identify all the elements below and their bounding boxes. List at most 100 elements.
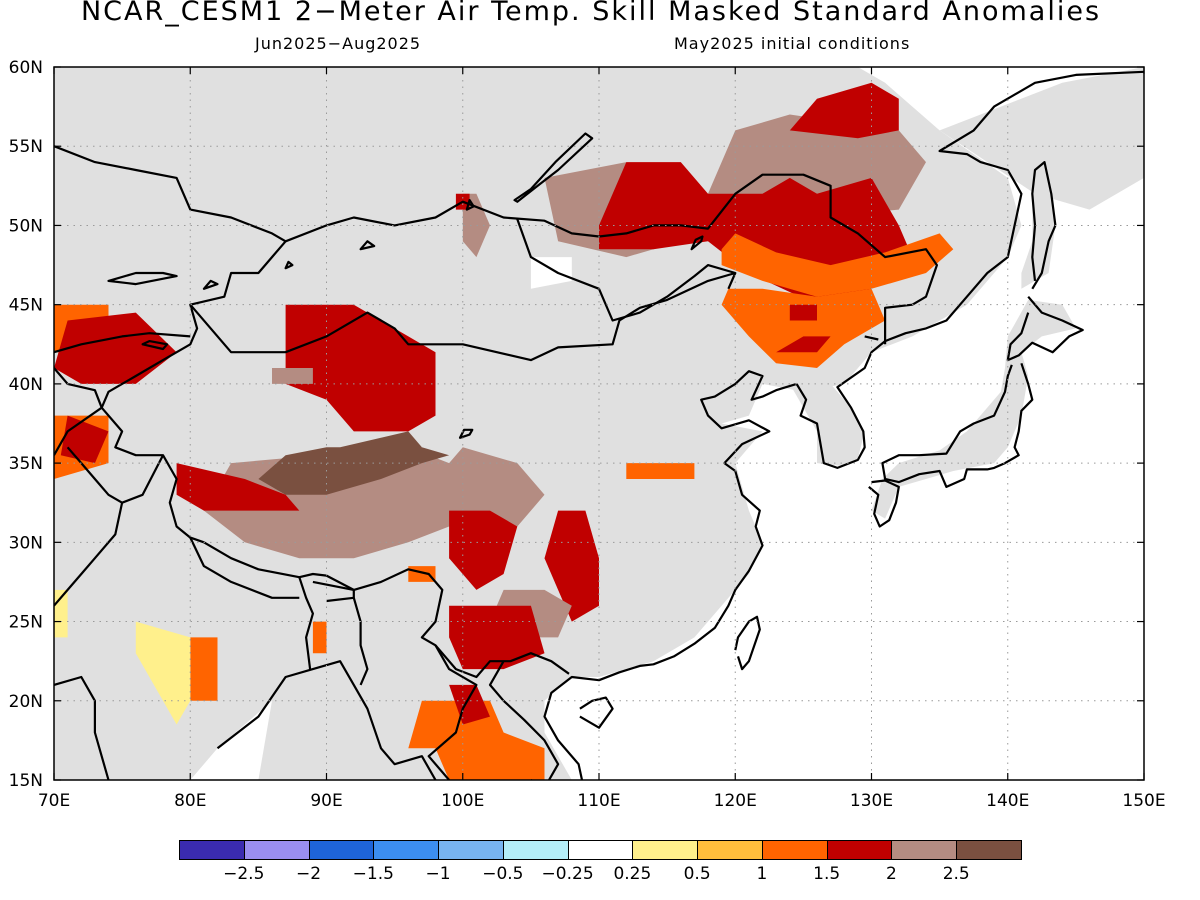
anomaly-fields: [54, 82, 954, 780]
x-tick-label: 90E: [310, 791, 342, 811]
y-tick-label: 15N: [9, 771, 43, 791]
anomaly-patch-14: [340, 431, 422, 456]
coastline-7: [881, 362, 1034, 488]
lake-4: [141, 340, 169, 351]
anomaly-patch-31: [408, 566, 436, 582]
coastline-8: [868, 479, 900, 528]
colorbar: [179, 840, 1022, 862]
lake-5: [107, 271, 178, 286]
anomaly-patch-21: [449, 684, 490, 725]
coastline-22: [54, 502, 124, 607]
initial-conditions: May2025 initial conditions: [674, 34, 911, 53]
y-tick-label: 50N: [9, 216, 43, 236]
lake-8: [359, 240, 376, 251]
x-tick-label: 110E: [577, 791, 620, 811]
lake-1: [513, 132, 594, 203]
colorbar-swatch: [502, 840, 569, 860]
colorbar-swatch: [373, 840, 440, 860]
colorbar-swatch: [956, 840, 1022, 860]
colorbar-label: 0.25: [613, 864, 652, 884]
anomaly-patch-15: [176, 463, 300, 511]
coastline-16: [427, 644, 478, 780]
x-tick-label: 120E: [714, 791, 757, 811]
lake-2: [690, 235, 704, 251]
anomaly-patch-7: [789, 304, 817, 321]
colorbar-label: −0.25: [541, 864, 594, 884]
anomaly-patch-17: [544, 510, 599, 622]
coastline-3: [462, 370, 797, 780]
anomaly-patch-4: [721, 233, 954, 297]
coastline-25: [54, 332, 191, 354]
colorbar-label: −1: [425, 864, 451, 884]
anomaly-patch-11: [272, 368, 313, 384]
y-tick-label: 60N: [9, 58, 43, 78]
x-tick-label: 150E: [1122, 791, 1165, 811]
coastline-4: [795, 70, 1144, 469]
anomaly-patch-22: [626, 463, 695, 479]
colorbar-swatch: [308, 840, 375, 860]
coastline-26: [54, 367, 103, 409]
colorbar-swatch: [243, 840, 310, 860]
y-tick-label: 55N: [9, 137, 43, 157]
lake-9: [465, 199, 475, 211]
anomaly-patch-3: [789, 82, 899, 139]
colorbar-swatch: [567, 840, 634, 860]
coastline-19: [352, 597, 369, 686]
colorbar-swatch: [826, 840, 893, 860]
colorbar-swatch: [891, 840, 958, 860]
anomaly-patch-27: [190, 637, 218, 701]
axis-ticks: 70E 80E 90E 100E 110E 120E 130E 140E 150E 15N 20N 2…: [9, 58, 1166, 811]
coastline-18: [298, 576, 314, 670]
insignificant-patch-1: [530, 257, 572, 289]
coastline-15: [189, 271, 736, 362]
y-tick-label: 30N: [9, 533, 43, 553]
coastline-9: [734, 615, 761, 671]
land-area-2: [789, 383, 865, 467]
lake-6: [202, 279, 219, 290]
anomaly-patch-20: [408, 700, 545, 780]
anomaly-patch-6: [776, 336, 831, 353]
colorbar-swatch: [761, 840, 828, 860]
y-tick-label: 45N: [9, 296, 43, 316]
colorbar-label: 1: [756, 864, 768, 884]
y-tick-label: 40N: [9, 375, 43, 395]
coastline-11: [864, 335, 879, 341]
x-tick-label: 80E: [174, 791, 206, 811]
anomaly-patch-28: [135, 621, 191, 725]
anomaly-patch-5: [721, 288, 886, 368]
coastline-12: [54, 145, 939, 345]
anomaly-patch-19: [449, 605, 545, 670]
x-tick-label: 100E: [441, 791, 484, 811]
colorbar-swatch: [632, 840, 699, 860]
y-tick-label: 35N: [9, 454, 43, 474]
anomaly-patch-13: [258, 447, 450, 495]
y-tick-label: 20N: [9, 692, 43, 712]
lake-7: [284, 260, 294, 270]
colorbar-label: 2.5: [942, 864, 970, 884]
colorbar-label: 1.5: [813, 864, 841, 884]
land-area-5: [939, 67, 1144, 210]
colorbar-label: −0.5: [482, 864, 524, 884]
colorbar-label: −2.5: [223, 864, 265, 884]
colorbar-label: 0.5: [683, 864, 711, 884]
coastline-1: [54, 675, 110, 780]
colorbar-swatch: [179, 840, 245, 860]
coastline-6: [1006, 295, 1084, 362]
coastline-17: [488, 660, 560, 780]
coastline-24: [312, 580, 355, 603]
coastline-10: [579, 696, 614, 729]
anomaly-patch-24: [54, 312, 177, 384]
coastline-20: [54, 406, 103, 456]
coastline-14: [516, 218, 737, 322]
x-tick-label: 70E: [38, 791, 70, 811]
land-area-3: [871, 299, 1076, 519]
y-tick-label: 25N: [9, 613, 43, 633]
colorbar-label: −1.5: [352, 864, 394, 884]
anomaly-patch-10: [285, 304, 436, 432]
colorbar-swatch: [697, 840, 763, 860]
x-tick-label: 140E: [986, 791, 1029, 811]
coastline-2: [216, 660, 437, 780]
map-title: NCAR_CESM1 2−Meter Air Temp. Skill Maske…: [80, 0, 1102, 27]
coastline-23: [189, 537, 300, 599]
